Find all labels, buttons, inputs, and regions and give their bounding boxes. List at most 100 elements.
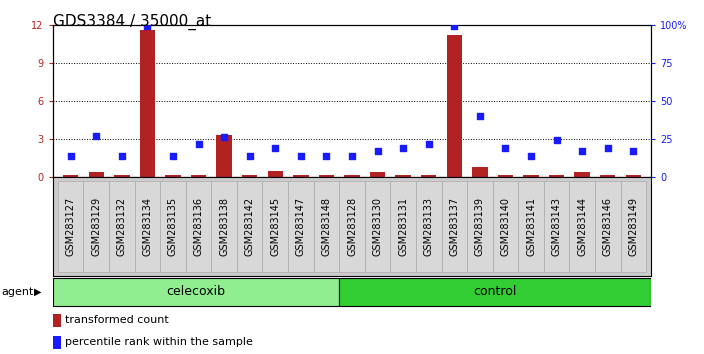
Bar (134, 181, 161, 272)
Bar (574, 172, 590, 177)
Bar (53, 278, 339, 306)
Bar (446, 35, 462, 177)
Text: GSM283138: GSM283138 (219, 197, 229, 256)
Bar (518, 181, 543, 272)
Point (398, 145, 409, 151)
Bar (58, 181, 84, 272)
Bar (109, 181, 134, 272)
Point (270, 145, 281, 151)
Bar (626, 176, 641, 177)
Bar (595, 181, 620, 272)
Point (321, 153, 332, 159)
Bar (570, 181, 595, 272)
Point (244, 153, 256, 159)
Point (142, 23, 153, 29)
Text: GSM283128: GSM283128 (347, 197, 357, 256)
Text: GSM283136: GSM283136 (194, 197, 203, 256)
Point (551, 138, 562, 143)
Text: GSM283145: GSM283145 (270, 197, 280, 256)
Bar (293, 176, 308, 177)
Bar (191, 176, 206, 177)
Bar (600, 176, 615, 177)
Text: ▶: ▶ (34, 287, 42, 297)
Bar (89, 172, 104, 177)
Bar (216, 135, 232, 177)
Text: GSM283140: GSM283140 (501, 197, 510, 256)
Bar (53, 336, 61, 349)
Text: GSM283129: GSM283129 (92, 197, 101, 256)
Point (577, 148, 588, 154)
Bar (498, 176, 513, 177)
Text: GSM283134: GSM283134 (142, 197, 153, 256)
Bar (237, 181, 263, 272)
Bar (549, 176, 564, 177)
Bar (339, 181, 365, 272)
Bar (421, 176, 436, 177)
Bar (242, 176, 258, 177)
Point (193, 141, 204, 146)
Bar (114, 176, 130, 177)
Point (168, 153, 179, 159)
Bar (263, 181, 288, 272)
Bar (161, 181, 186, 272)
Bar (140, 30, 155, 177)
Text: GDS3384 / 35000_at: GDS3384 / 35000_at (53, 14, 211, 30)
Point (218, 135, 230, 140)
Bar (467, 181, 493, 272)
Point (602, 145, 613, 151)
Bar (165, 176, 181, 177)
Text: GSM283147: GSM283147 (296, 197, 306, 256)
Text: GSM283127: GSM283127 (65, 197, 76, 256)
Bar (314, 181, 339, 272)
Bar (53, 314, 61, 327)
Text: GSM283133: GSM283133 (424, 197, 434, 256)
Text: GSM283137: GSM283137 (449, 197, 459, 256)
Text: GSM283146: GSM283146 (603, 197, 612, 256)
Bar (390, 181, 416, 272)
Point (65, 153, 76, 159)
Point (91, 133, 102, 139)
Bar (396, 176, 411, 177)
Text: GSM283141: GSM283141 (526, 197, 536, 256)
Text: control: control (474, 285, 517, 298)
Point (448, 23, 460, 29)
Text: GSM283143: GSM283143 (551, 197, 562, 256)
Bar (288, 181, 314, 272)
Text: celecoxib: celecoxib (167, 285, 225, 298)
Bar (344, 176, 360, 177)
Point (628, 148, 639, 154)
Bar (441, 181, 467, 272)
Point (372, 148, 383, 154)
Bar (472, 167, 488, 177)
Bar (523, 176, 539, 177)
Bar (365, 181, 390, 272)
Text: GSM283135: GSM283135 (168, 197, 178, 256)
Text: GSM283139: GSM283139 (475, 197, 485, 256)
Text: GSM283144: GSM283144 (577, 197, 587, 256)
Text: transformed count: transformed count (65, 315, 169, 325)
Bar (416, 181, 441, 272)
Point (116, 153, 127, 159)
Point (295, 153, 306, 159)
Bar (370, 172, 385, 177)
Text: GSM283148: GSM283148 (322, 197, 332, 256)
Text: GSM283130: GSM283130 (372, 197, 382, 256)
Point (525, 153, 536, 159)
Bar (186, 181, 211, 272)
Point (474, 113, 486, 119)
Bar (339, 278, 651, 306)
Bar (268, 171, 283, 177)
Bar (620, 181, 646, 272)
Text: percentile rank within the sample: percentile rank within the sample (65, 337, 253, 348)
Text: GSM283149: GSM283149 (628, 197, 639, 256)
Point (346, 153, 358, 159)
Bar (543, 181, 570, 272)
Bar (319, 176, 334, 177)
Point (500, 145, 511, 151)
Bar (84, 181, 109, 272)
Text: agent: agent (1, 287, 34, 297)
Bar (493, 181, 518, 272)
Text: GSM283132: GSM283132 (117, 197, 127, 256)
Bar (63, 175, 78, 177)
Point (423, 141, 434, 146)
